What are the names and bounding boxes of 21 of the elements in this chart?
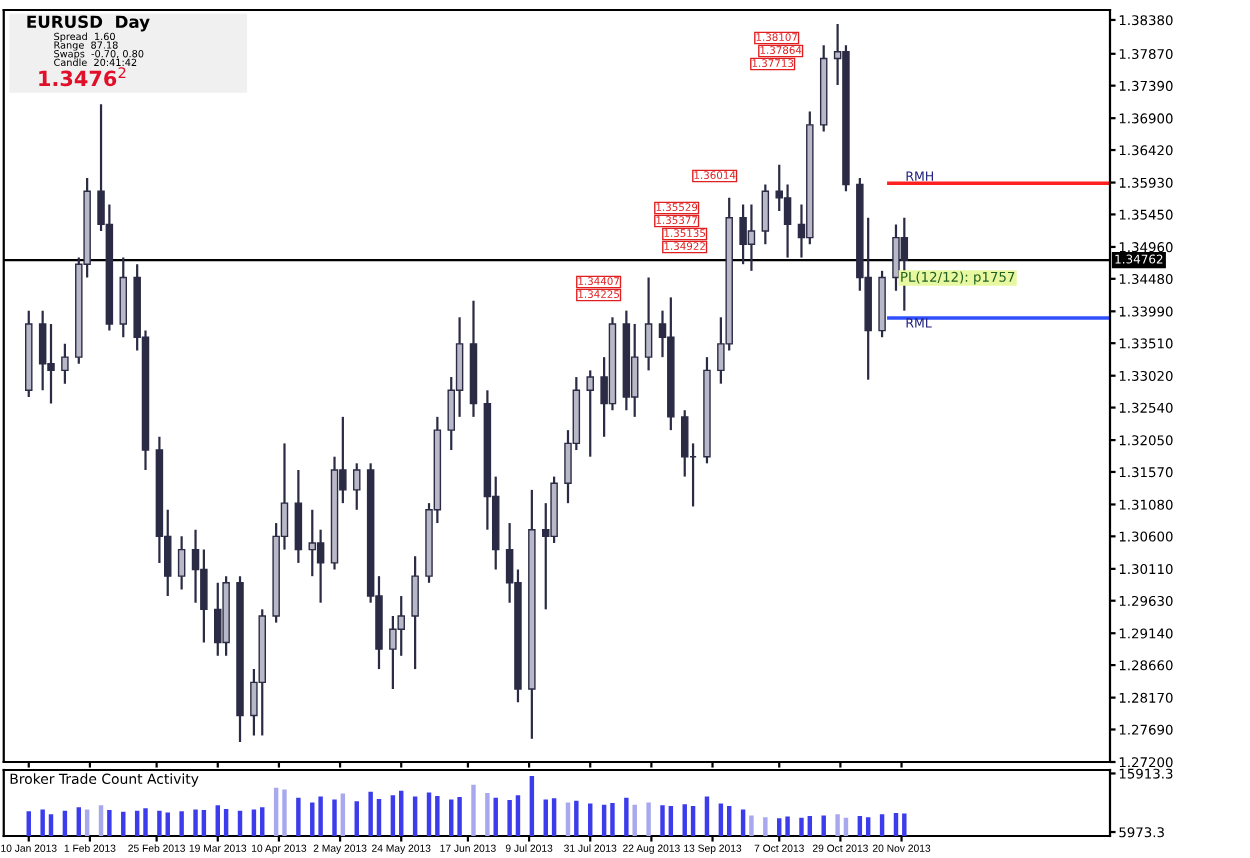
candlestick xyxy=(630,322,639,418)
annotation: 1.3476$^{2}$ xyxy=(39,67,126,87)
candlestick xyxy=(739,203,747,266)
candlestick xyxy=(783,183,792,259)
candlestick xyxy=(680,409,689,478)
candlestick xyxy=(214,581,222,657)
candlestick xyxy=(119,256,128,339)
candlestick xyxy=(177,535,186,591)
candlestick xyxy=(747,203,756,272)
candlestick xyxy=(308,508,317,578)
candlestick xyxy=(316,528,325,604)
candlestick xyxy=(411,555,419,671)
candlestick xyxy=(352,462,361,511)
candlestick xyxy=(191,528,200,604)
candlestick xyxy=(61,342,69,385)
annotation: EURUSD Day xyxy=(27,15,150,32)
candlestick xyxy=(761,183,770,246)
candlestick xyxy=(38,309,47,392)
candlestick xyxy=(586,369,594,458)
candlestick xyxy=(294,468,303,564)
candlestick xyxy=(644,276,653,372)
